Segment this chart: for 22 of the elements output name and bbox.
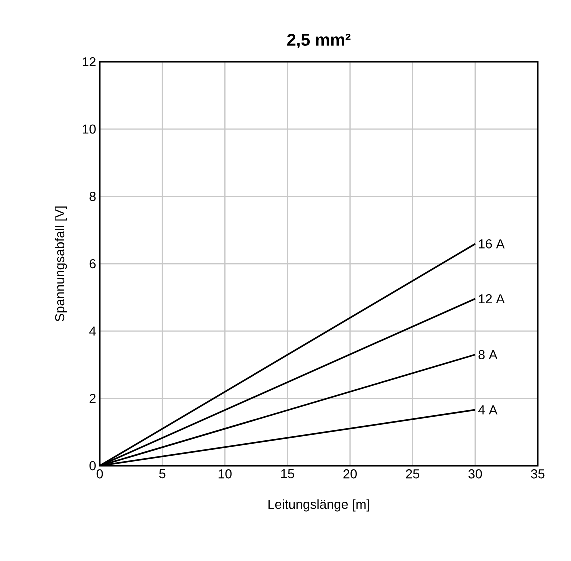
x-tick-label: 20: [344, 470, 358, 479]
series-label: 8 A: [478, 350, 498, 360]
x-tick-label: 15: [281, 470, 294, 479]
x-tick-label: 30: [468, 470, 482, 479]
y-tick-label: 0: [90, 461, 96, 471]
y-tick-label: 6: [90, 259, 96, 269]
x-tick-label: 0: [96, 470, 104, 479]
y-tick-label: 10: [83, 124, 96, 134]
chart-title: 2,5 mm²: [287, 34, 351, 48]
x-tick-label: 25: [406, 470, 420, 479]
y-tick-label: 8: [90, 192, 96, 202]
series-label: 16 A: [479, 240, 505, 249]
y-tick-label: 4: [90, 326, 96, 336]
x-tick-label: 10: [218, 470, 232, 479]
y-axis-title: Spannungsabfall [V]: [55, 206, 68, 322]
y-tick-label: 12: [83, 57, 96, 67]
series-label: 4 A: [478, 406, 498, 415]
x-axis-title: Leitungslänge [m]: [268, 500, 370, 512]
x-tick-label: 35: [531, 470, 545, 479]
series-label: 12 A: [479, 294, 505, 304]
y-tick-label: 2: [90, 394, 96, 404]
x-tick-label: 5: [159, 470, 166, 479]
